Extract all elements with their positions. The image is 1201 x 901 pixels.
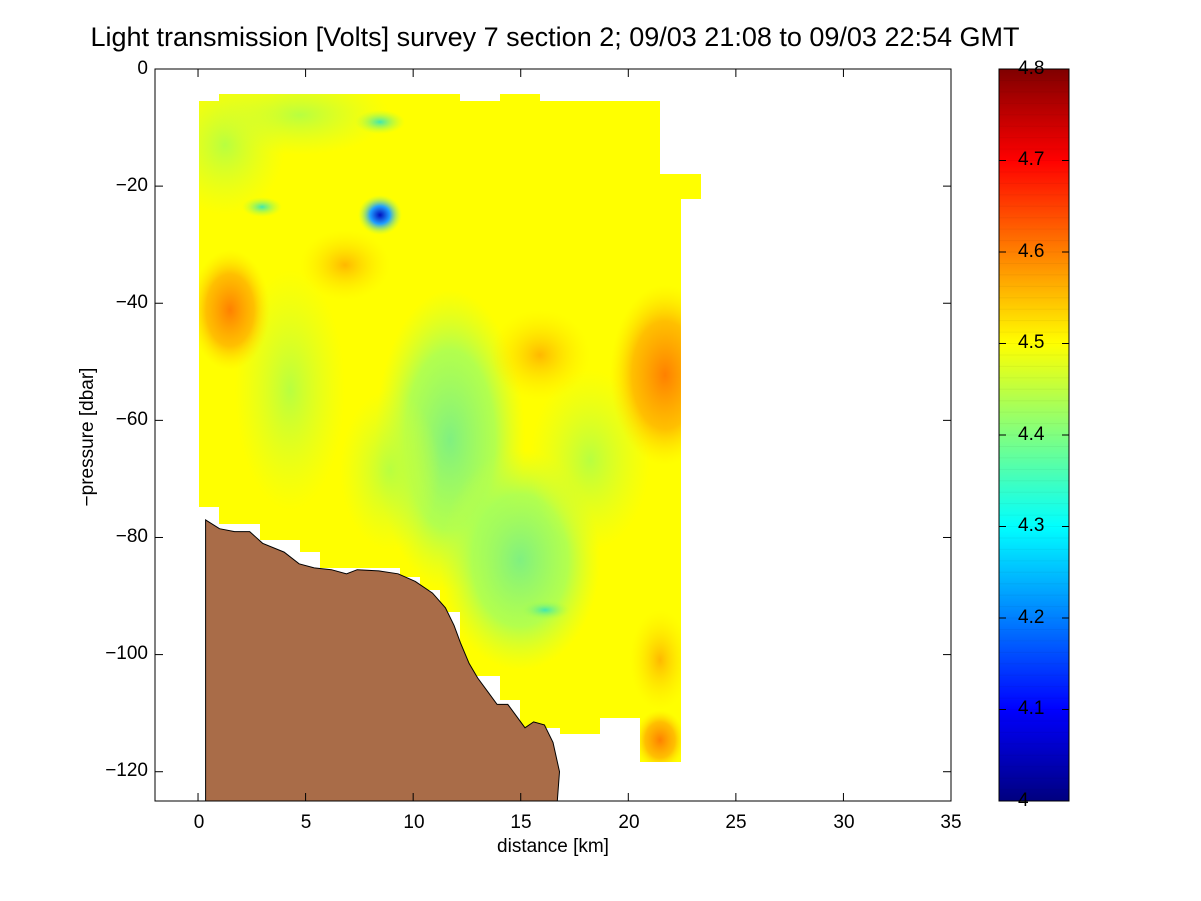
x-tick-label: 0: [193, 812, 205, 833]
x-tick-label: 30: [833, 812, 855, 833]
colorbar-tick-label: 4.6: [1018, 241, 1045, 262]
axis-tick-marks: [155, 68, 952, 801]
x-tick-label: 15: [510, 812, 532, 833]
x-axis-label: distance [km]: [497, 836, 609, 857]
colorbar-tick-label: 4.8: [1018, 58, 1045, 79]
x-tick-label: 25: [725, 812, 747, 833]
colorbar-tick-label: 4.7: [1018, 149, 1045, 170]
colorbar-tick-marks: [999, 68, 1069, 802]
x-tick-label: 5: [300, 812, 312, 833]
colorbar-tick-label: 4.2: [1018, 607, 1045, 628]
y-tick-label: 0: [137, 58, 148, 79]
y-tick-label: −80: [115, 526, 148, 547]
colorbar-tick-label: 4.1: [1018, 698, 1045, 719]
x-tick-label: 20: [618, 812, 640, 833]
colorbar-bands: [999, 79, 1069, 791]
chart-title: Light transmission [Volts] survey 7 sect…: [90, 22, 1020, 52]
colorbar-tick-label: 4.3: [1018, 515, 1045, 536]
y-tick-label: −120: [105, 760, 148, 781]
x-tick-label: 10: [403, 812, 425, 833]
y-tick-label: −100: [105, 643, 148, 664]
y-tick-label: −20: [115, 175, 148, 196]
seafloor-terrain: [205, 518, 561, 802]
colorbar-tick-label: 4: [1018, 790, 1029, 811]
colorbar-tick-label: 4.4: [1018, 424, 1045, 445]
colorbar-tick-label: 4.5: [1018, 332, 1045, 353]
x-tick-label: 35: [940, 812, 962, 833]
colorbar: [999, 69, 1069, 801]
y-tick-label: −60: [115, 409, 148, 430]
y-tick-label: −40: [115, 292, 148, 313]
plot-area-border: [154, 68, 952, 802]
